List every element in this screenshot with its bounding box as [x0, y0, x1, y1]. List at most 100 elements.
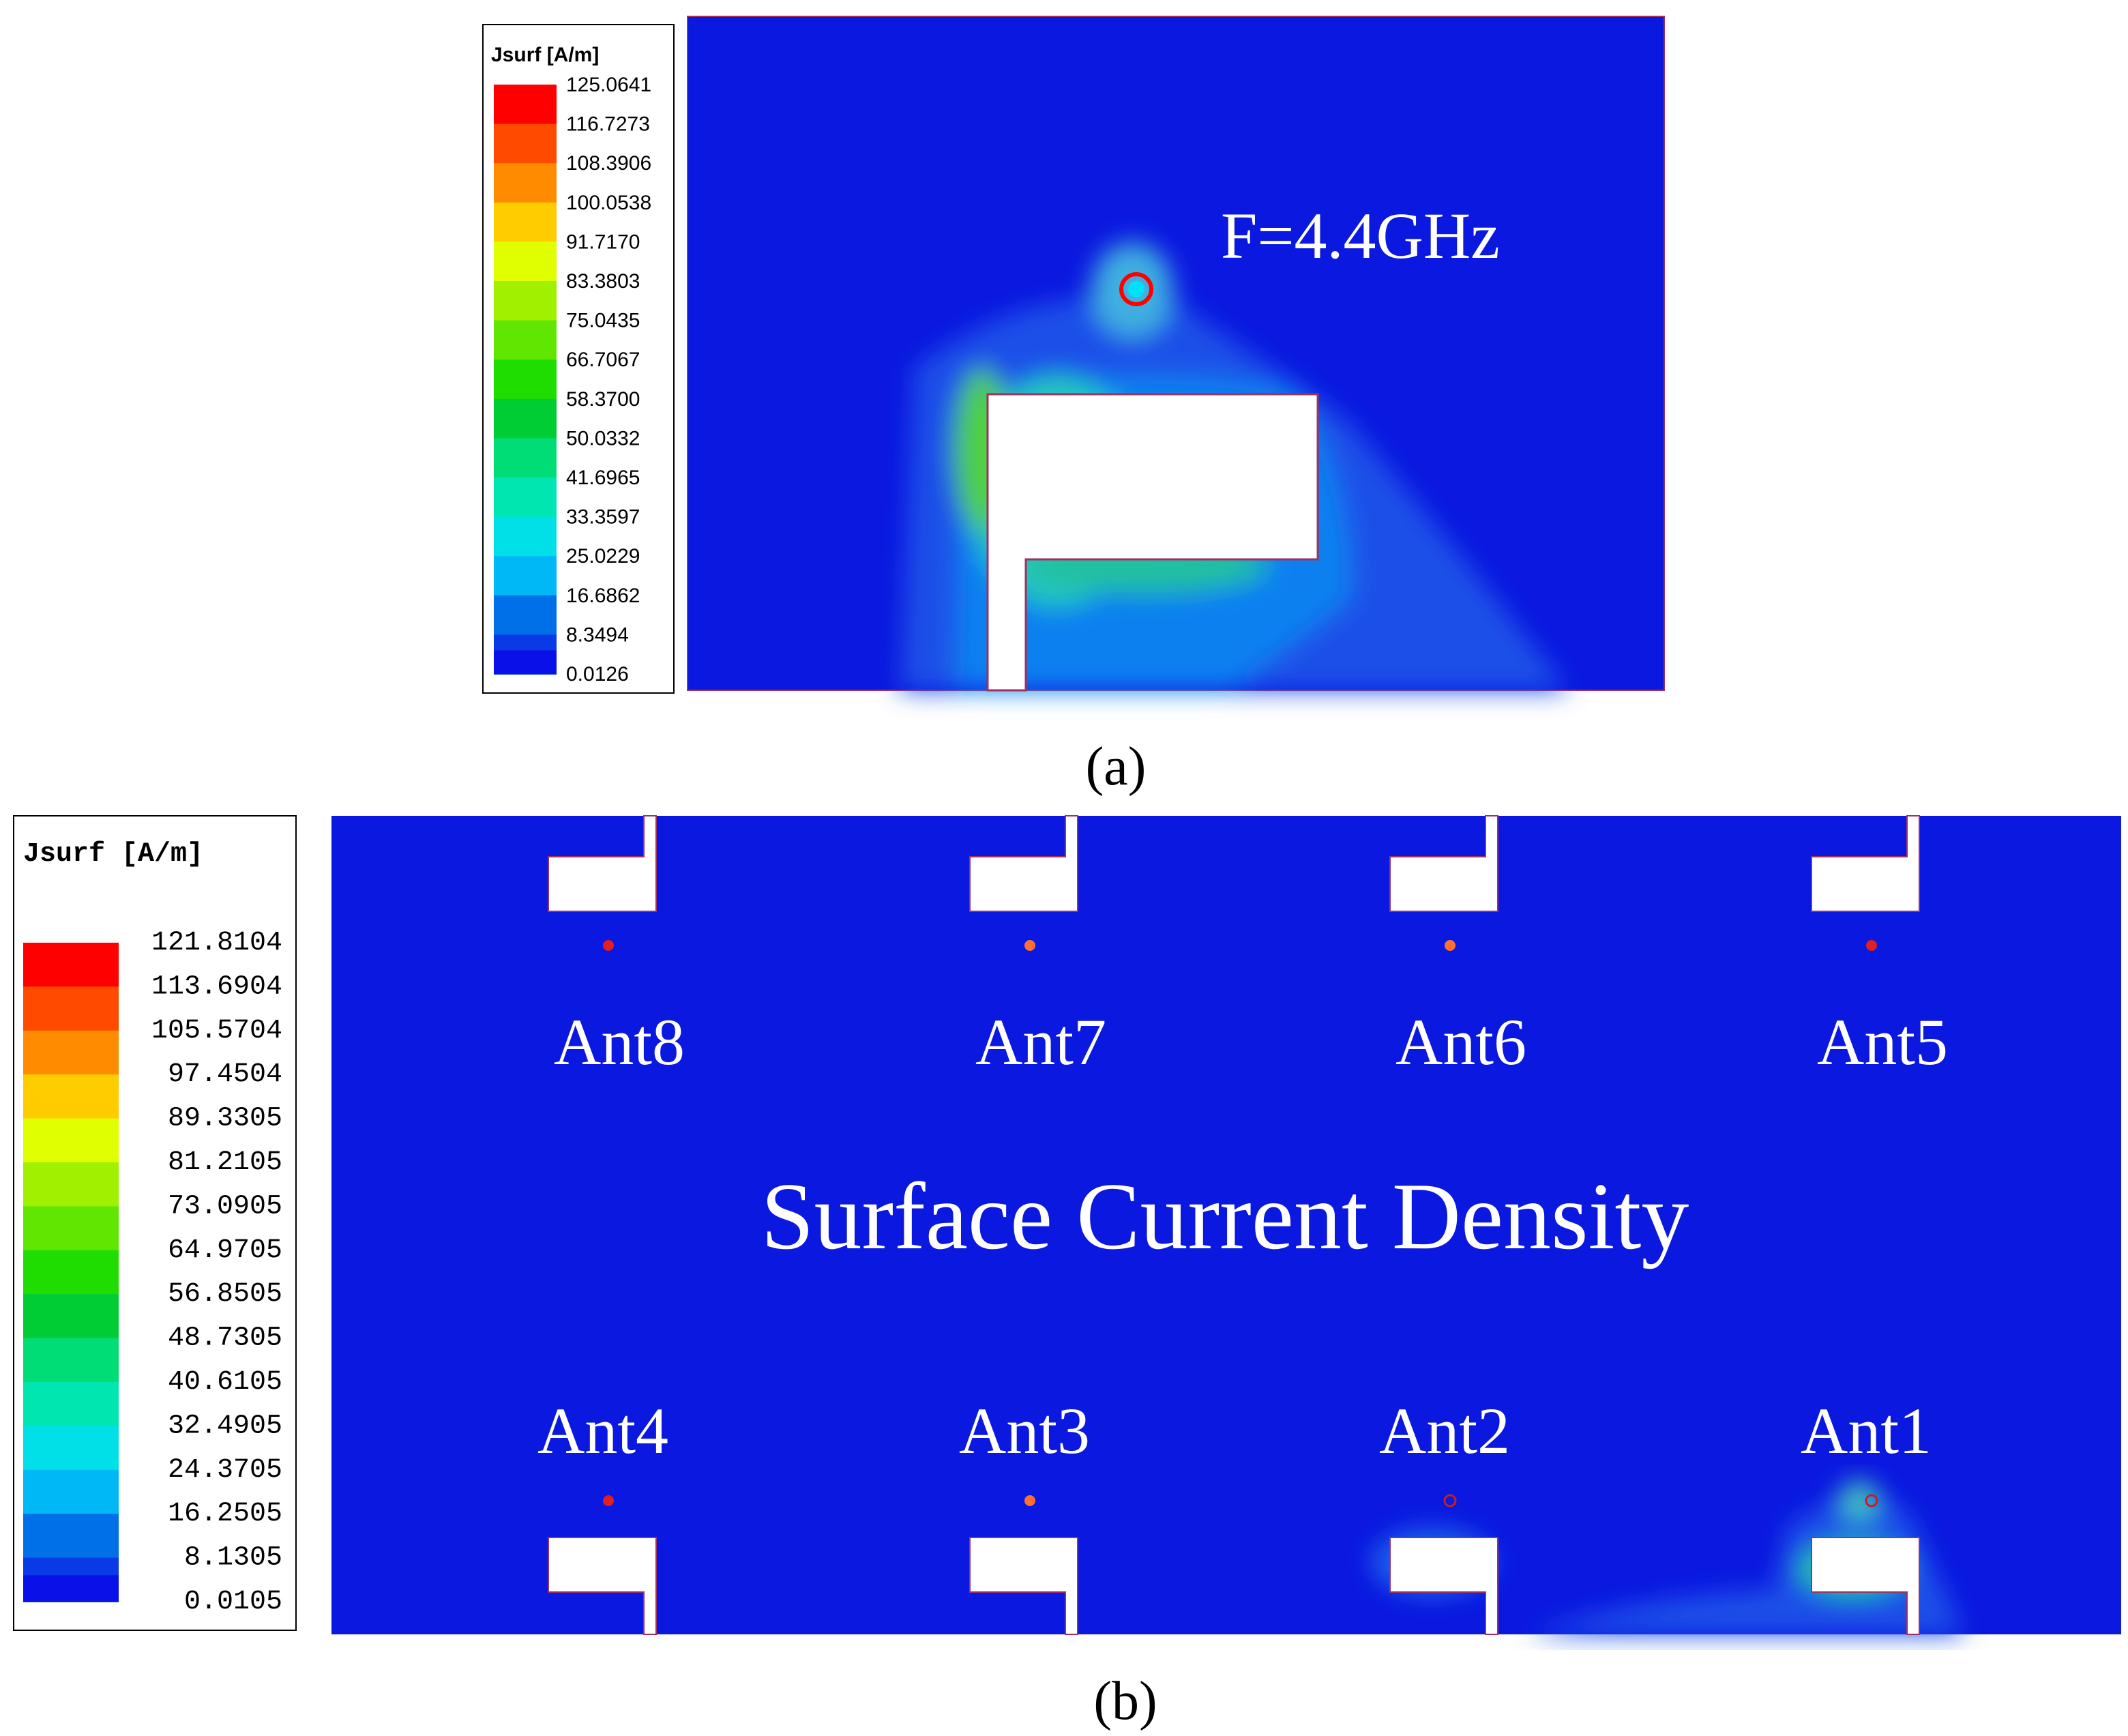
legend-level: 89.3305 — [168, 1104, 282, 1134]
colorbar-band — [23, 1250, 119, 1295]
colorbar-band — [494, 281, 557, 321]
colorbar-band — [23, 1074, 119, 1119]
antenna-patch — [548, 815, 657, 912]
caption: (b) — [1093, 1671, 1157, 1731]
caption: (a) — [1086, 737, 1147, 797]
plot-area — [331, 816, 2121, 1634]
annotation: F=4.4GHz — [1221, 199, 1500, 272]
colorbar-band — [494, 650, 557, 674]
colorbar-band — [494, 595, 557, 636]
legend-level: 33.3597 — [566, 506, 640, 529]
feed-point — [603, 1495, 614, 1506]
legend-level: 24.3705 — [168, 1455, 282, 1486]
legend-level: 100.0538 — [566, 192, 651, 214]
feed-point — [1865, 1494, 1878, 1507]
antenna-patch — [1811, 1537, 1920, 1635]
legend-level: 121.8104 — [151, 928, 282, 958]
legend-level: 125.0641 — [566, 74, 651, 96]
colorbar-band — [494, 556, 557, 596]
feed-point — [1443, 1494, 1457, 1507]
legend-level: 64.9705 — [168, 1235, 282, 1266]
legend-level: 41.6965 — [566, 467, 640, 489]
legend-level: 105.5704 — [151, 1016, 282, 1046]
antenna-label: Ant3 — [959, 1394, 1090, 1467]
antenna-label: Ant2 — [1379, 1394, 1510, 1467]
colorbar-band — [23, 1575, 119, 1602]
colorbar-band — [494, 438, 557, 478]
colorbar-band — [23, 1030, 119, 1076]
colorbar-band — [494, 398, 557, 439]
feed-point — [1445, 940, 1455, 951]
colorbar-band — [23, 943, 119, 988]
feed-point — [1024, 1495, 1035, 1506]
antenna-label: Ant8 — [554, 1005, 685, 1078]
legend-level: 0.0105 — [184, 1587, 282, 1617]
legend-level: 116.7273 — [566, 113, 650, 136]
colorbar-band — [494, 320, 557, 361]
colorbar-band — [494, 359, 557, 400]
antenna-label: Ant7 — [975, 1005, 1106, 1078]
legend-level: 97.4504 — [168, 1059, 282, 1090]
legend-level: 40.6105 — [168, 1367, 282, 1398]
antennas: Ant8 Ant4 Ant7 Ant3 Ant6 Ant2 Ant5 Ant1 — [537, 815, 1948, 1635]
legend-level: 8.3494 — [566, 623, 629, 646]
colorbar-band — [494, 477, 557, 518]
colorbar-band — [23, 1162, 119, 1207]
legend-level: 66.7067 — [566, 349, 640, 371]
colorbar-band — [23, 1514, 119, 1559]
legend-level: 32.4905 — [168, 1411, 282, 1441]
legend-level: 81.2105 — [168, 1147, 282, 1178]
legend-level: 108.3906 — [566, 152, 651, 175]
colorbar-band — [23, 1118, 119, 1163]
colorbar: 125.0641 116.7273 108.3906 100.0538 91.7170 8… — [494, 74, 651, 686]
antenna-patch — [1811, 815, 1920, 912]
colorbar: 121.8104 113.6904 105.5704 97.4504 89.3305 81… — [23, 928, 282, 1617]
antenna-patch — [969, 815, 1078, 912]
feed-hotspot — [1119, 272, 1153, 306]
legend-level: 16.6862 — [566, 585, 640, 607]
colorbar-band — [494, 163, 557, 203]
legend-title: Jsurf [A/m] — [23, 839, 203, 870]
antenna-patch — [986, 393, 1319, 692]
legend-level: 83.3803 — [566, 270, 640, 293]
feed-point — [603, 940, 614, 951]
antenna-patch — [969, 1537, 1078, 1635]
center-label: Surface Current Density — [761, 1164, 1689, 1269]
legend-level: 113.6904 — [151, 971, 282, 1002]
antenna-patch — [1389, 815, 1498, 912]
legend-level: 48.7305 — [168, 1323, 282, 1354]
colorbar-band — [23, 1426, 119, 1471]
colorbar-band — [23, 1469, 119, 1515]
colorbar-band — [494, 202, 557, 243]
colorbar-band — [23, 986, 119, 1031]
antenna-label: Ant4 — [537, 1394, 668, 1467]
legend-level: 50.0332 — [566, 427, 640, 450]
legend-level: 16.2505 — [168, 1499, 282, 1529]
legend-level: 56.8505 — [168, 1279, 282, 1310]
colorbar-band — [494, 516, 557, 557]
colorbar-band — [23, 1338, 119, 1383]
feed-hotspot — [1128, 281, 1144, 297]
legend-level: 8.1305 — [184, 1543, 282, 1574]
colorbar-band — [494, 123, 557, 164]
legend-level: 25.0229 — [566, 545, 640, 568]
colorbar-band — [23, 1206, 119, 1251]
colorbar-band — [23, 1382, 119, 1427]
feed-point — [1866, 940, 1877, 951]
antenna-patch — [548, 1537, 657, 1635]
legend-level: 58.3700 — [566, 388, 640, 411]
colorbar-band — [23, 1294, 119, 1339]
antenna-label: Ant5 — [1817, 1005, 1948, 1078]
legend-level: 91.7170 — [566, 231, 640, 253]
legend-level: 73.0905 — [168, 1191, 282, 1222]
antenna-label: Ant6 — [1395, 1005, 1526, 1078]
antenna-patch — [1389, 1537, 1498, 1635]
colorbar-band — [494, 85, 557, 125]
feed-point — [1024, 940, 1035, 951]
legend-level: 0.0126 — [566, 663, 629, 686]
antenna-label: Ant1 — [1801, 1394, 1932, 1467]
colorbar-band — [494, 241, 557, 282]
legend-level: 75.0435 — [566, 310, 640, 332]
